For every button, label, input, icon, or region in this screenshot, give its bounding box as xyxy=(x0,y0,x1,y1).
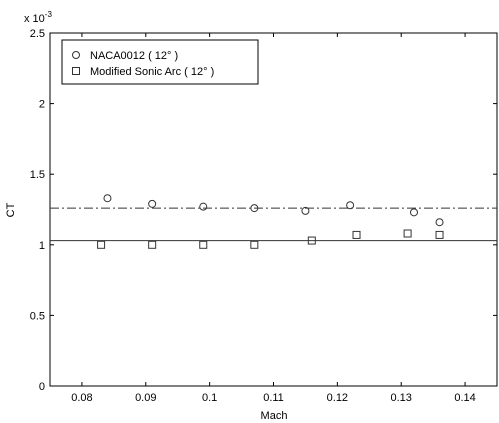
x-tick-label: 0.14 xyxy=(454,392,475,404)
sonic-arc-point xyxy=(199,240,208,249)
y-axis-title: CT xyxy=(5,202,17,217)
legend-box xyxy=(61,39,259,85)
x-tick-label: 0.1 xyxy=(202,392,217,404)
sonic-arc-point xyxy=(250,240,259,249)
naca0012-point xyxy=(148,199,157,208)
legend-marker-circle xyxy=(72,51,80,59)
y-tick-label: 2.5 xyxy=(30,28,45,40)
sonic-arc-point xyxy=(403,229,412,238)
sonic-arc-point xyxy=(307,236,316,245)
naca0012-point xyxy=(199,202,208,211)
legend-label-naca0012: NACA0012 ( 12° ) xyxy=(90,50,178,62)
naca0012-point xyxy=(435,218,444,227)
x-tick-label: 0.08 xyxy=(71,392,92,404)
x-axis-title: Mach xyxy=(261,410,288,422)
legend-marker-square xyxy=(72,67,80,75)
plot-frame xyxy=(49,32,498,387)
y-axis-ticks: 0 0.5 1 1.5 2 2.5 xyxy=(30,28,497,393)
data-markers xyxy=(97,194,444,249)
y-tick-label: 2 xyxy=(39,99,45,111)
y-tick-label: 0.5 xyxy=(30,310,45,322)
y-tick-label: 1 xyxy=(39,240,45,252)
y-tick-label: 0 xyxy=(39,381,45,393)
x-tick-label: 0.12 xyxy=(327,392,348,404)
sonic-arc-point xyxy=(435,230,444,239)
y-axis-exponent: x 10-3 xyxy=(24,10,52,25)
legend: NACA0012 ( 12° ) Modified Sonic Arc ( 12… xyxy=(61,39,259,85)
x-axis-ticks: 0.08 0.09 0.1 0.11 0.12 0.13 0.14 xyxy=(71,33,476,404)
sonic-arc-point xyxy=(97,240,106,249)
naca0012-point xyxy=(250,204,259,213)
naca0012-point xyxy=(301,206,310,215)
y-axis-exponent-power: -3 xyxy=(45,10,53,19)
x-tick-label: 0.09 xyxy=(135,392,156,404)
sonic-arc-point xyxy=(148,240,157,249)
naca0012-point xyxy=(103,194,112,203)
naca0012-point xyxy=(409,208,418,217)
naca0012-point xyxy=(346,201,355,210)
x-tick-label: 0.11 xyxy=(263,392,284,404)
x-tick-label: 0.13 xyxy=(391,392,412,404)
plot-border xyxy=(49,32,498,387)
legend-label-modified-sonic-arc: Modified Sonic Arc ( 12° ) xyxy=(90,66,214,78)
y-axis-exponent-base: x 10 xyxy=(24,13,45,25)
reference-lines xyxy=(50,207,497,242)
y-tick-label: 1.5 xyxy=(30,169,45,181)
sonic-arc-point xyxy=(352,230,361,239)
